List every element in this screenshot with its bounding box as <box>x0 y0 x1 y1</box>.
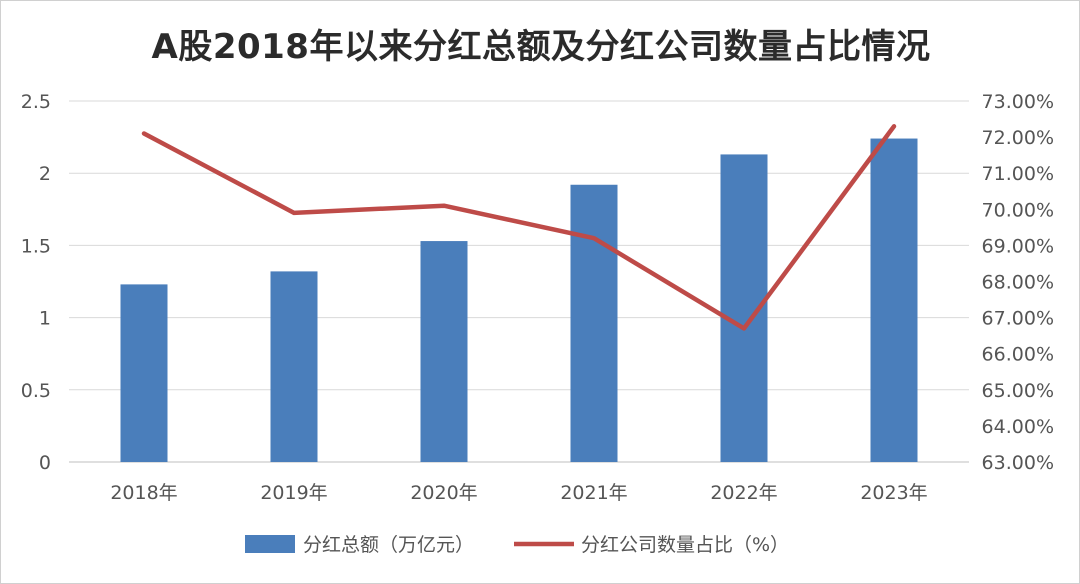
right-tick-label: 72.00% <box>982 127 1054 149</box>
right-tick-label: 73.00% <box>982 91 1054 113</box>
bar-2020年 <box>420 241 468 462</box>
right-tick-label: 68.00% <box>982 272 1054 294</box>
right-axis-ticks: 63.00% 64.00% 65.00% 66.00% 67.00% 68.00% 69.0… <box>982 91 1054 474</box>
left-tick-label: 1 <box>39 308 51 330</box>
legend-line-label: 分红公司数量占比（%） <box>581 534 789 556</box>
bar-2018年 <box>120 284 168 462</box>
right-tick-label: 63.00% <box>982 452 1054 474</box>
bar-2019年 <box>270 271 318 462</box>
left-tick-label: 1.5 <box>21 235 51 257</box>
x-tick-label: 2019年 <box>260 482 327 504</box>
left-axis-ticks: 0 0.5 1 1.5 2 2.5 <box>21 91 51 474</box>
x-tick-label: 2020年 <box>410 482 477 504</box>
x-tick-label: 2023年 <box>860 482 927 504</box>
left-tick-label: 2.5 <box>21 91 51 113</box>
x-axis-ticks: 2018年 2019年 2020年 2021年 2022年 2023年 <box>110 482 927 504</box>
x-tick-label: 2018年 <box>110 482 177 504</box>
right-tick-label: 71.00% <box>982 163 1054 185</box>
grid-lines <box>69 100 969 463</box>
left-tick-label: 2 <box>39 163 51 185</box>
x-tick-label: 2022年 <box>710 482 777 504</box>
right-tick-label: 69.00% <box>982 235 1054 257</box>
legend: 分红总额（万亿元） 分红公司数量占比（%） <box>245 534 789 556</box>
left-tick-label: 0 <box>39 452 51 474</box>
legend-bar-label: 分红总额（万亿元） <box>303 534 474 556</box>
right-tick-label: 66.00% <box>982 344 1054 366</box>
right-tick-label: 65.00% <box>982 380 1054 402</box>
left-tick-label: 0.5 <box>21 380 51 402</box>
chart-title: A股2018年以来分红总额及分红公司数量占比情况 <box>151 27 931 67</box>
right-tick-label: 70.00% <box>982 199 1054 221</box>
bar-2021年 <box>570 184 618 462</box>
line-path <box>141 124 897 331</box>
right-tick-label: 64.00% <box>982 416 1054 438</box>
bar-2023年 <box>870 138 918 462</box>
line-series <box>141 124 897 331</box>
bar-series <box>120 138 918 463</box>
right-tick-label: 67.00% <box>982 308 1054 330</box>
x-tick-label: 2021年 <box>560 482 627 504</box>
legend-bar-swatch <box>245 535 295 553</box>
